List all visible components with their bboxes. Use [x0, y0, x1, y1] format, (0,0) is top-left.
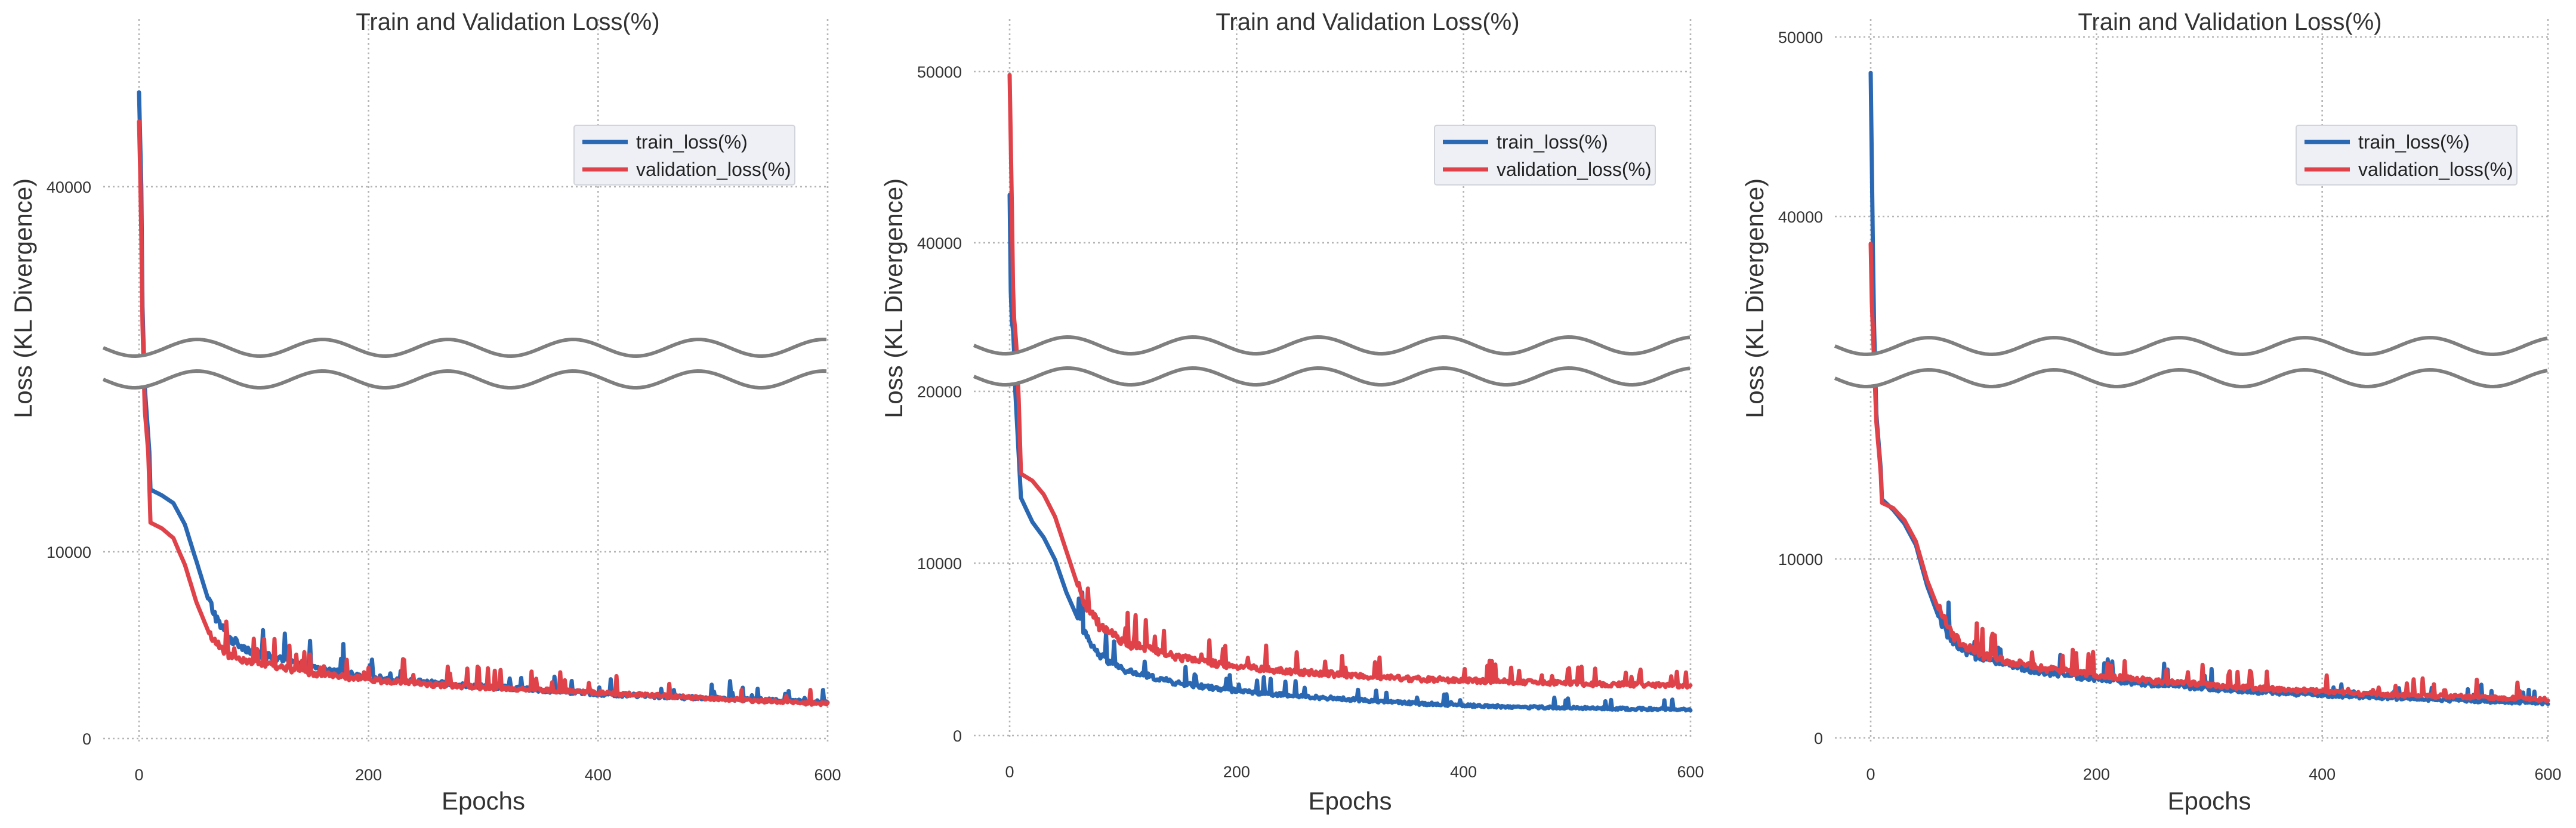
x-tick-label: 600 — [2534, 765, 2561, 783]
axis-break-wave-lower — [102, 369, 827, 390]
y-tick-label: 20000 — [917, 383, 962, 401]
y-tick-label: 10000 — [1778, 551, 1823, 569]
legend-box — [573, 125, 795, 186]
y-tick-label: 0 — [1814, 730, 1823, 747]
y-tick-label: 40000 — [1778, 208, 1823, 226]
y-axis-label: Loss (KL Divergence) — [880, 178, 908, 418]
y-tick-label: 50000 — [917, 63, 962, 81]
legend: train_loss(%) validation_loss(%) — [573, 125, 795, 186]
series-line — [1868, 242, 2550, 703]
x-tick-label: 400 — [585, 766, 612, 784]
legend: train_loss(%) validation_loss(%) — [2296, 125, 2518, 186]
chart-panel-1: Train and Validation Loss(%) Epochs Loss… — [9, 9, 841, 815]
legend-box — [1434, 125, 1656, 186]
series-line — [137, 119, 830, 707]
x-tick-label: 200 — [1223, 763, 1250, 781]
x-tick-label: 0 — [134, 766, 143, 784]
x-axis-label: Epochs — [2167, 787, 2251, 815]
axis-break-wave-upper — [102, 337, 827, 359]
y-tick-label: 40000 — [47, 178, 91, 196]
legend-entry-train: train_loss(%) — [636, 131, 748, 153]
legend-entry-train: train_loss(%) — [1497, 131, 1608, 153]
chart-panel-2: Train and Validation Loss(%) Epochs Loss… — [880, 9, 1704, 815]
legend-entry-validation: validation_loss(%) — [2358, 159, 2513, 180]
axis-break-fill — [1835, 338, 2548, 387]
chart-title: Train and Validation Loss(%) — [356, 9, 659, 35]
chart-title: Train and Validation Loss(%) — [1215, 9, 1519, 35]
legend-box — [2296, 125, 2518, 186]
x-tick-label: 200 — [2083, 765, 2110, 783]
chart-panel-3: Train and Validation Loss(%) Epochs Loss… — [1741, 9, 2562, 815]
axis-break-wave-upper — [1834, 335, 2548, 357]
y-tick-label: 10000 — [917, 555, 962, 573]
series-line — [1007, 73, 1693, 690]
legend-entry-validation: validation_loss(%) — [1497, 159, 1652, 180]
y-tick-label: 40000 — [917, 234, 962, 252]
y-axis-label: Loss (KL Divergence) — [9, 178, 37, 418]
x-tick-label: 0 — [1866, 765, 1875, 783]
y-axis-label: Loss (KL Divergence) — [1741, 178, 1769, 418]
x-tick-label: 400 — [2309, 765, 2336, 783]
axis-break-wave-lower — [1834, 367, 2548, 389]
x-axis-label: Epochs — [442, 787, 525, 815]
chart-title: Train and Validation Loss(%) — [2078, 9, 2381, 35]
axis-break-wave-upper — [973, 335, 1690, 356]
series-line — [1007, 193, 1693, 713]
x-axis-label: Epochs — [1308, 787, 1392, 815]
x-tick-label: 600 — [1677, 763, 1704, 781]
y-tick-label: 0 — [82, 730, 91, 748]
x-tick-label: 400 — [1450, 763, 1477, 781]
x-tick-label: 200 — [355, 766, 382, 784]
y-tick-label: 10000 — [47, 543, 91, 561]
x-tick-label: 600 — [814, 766, 841, 784]
legend: train_loss(%) validation_loss(%) — [1434, 125, 1656, 186]
y-tick-label: 50000 — [1778, 29, 1823, 47]
x-tick-label: 0 — [1005, 763, 1014, 781]
axis-break-wave-lower — [973, 366, 1690, 387]
legend-entry-validation: validation_loss(%) — [636, 159, 791, 180]
y-tick-label: 0 — [953, 727, 962, 745]
legend-entry-train: train_loss(%) — [2358, 131, 2470, 153]
